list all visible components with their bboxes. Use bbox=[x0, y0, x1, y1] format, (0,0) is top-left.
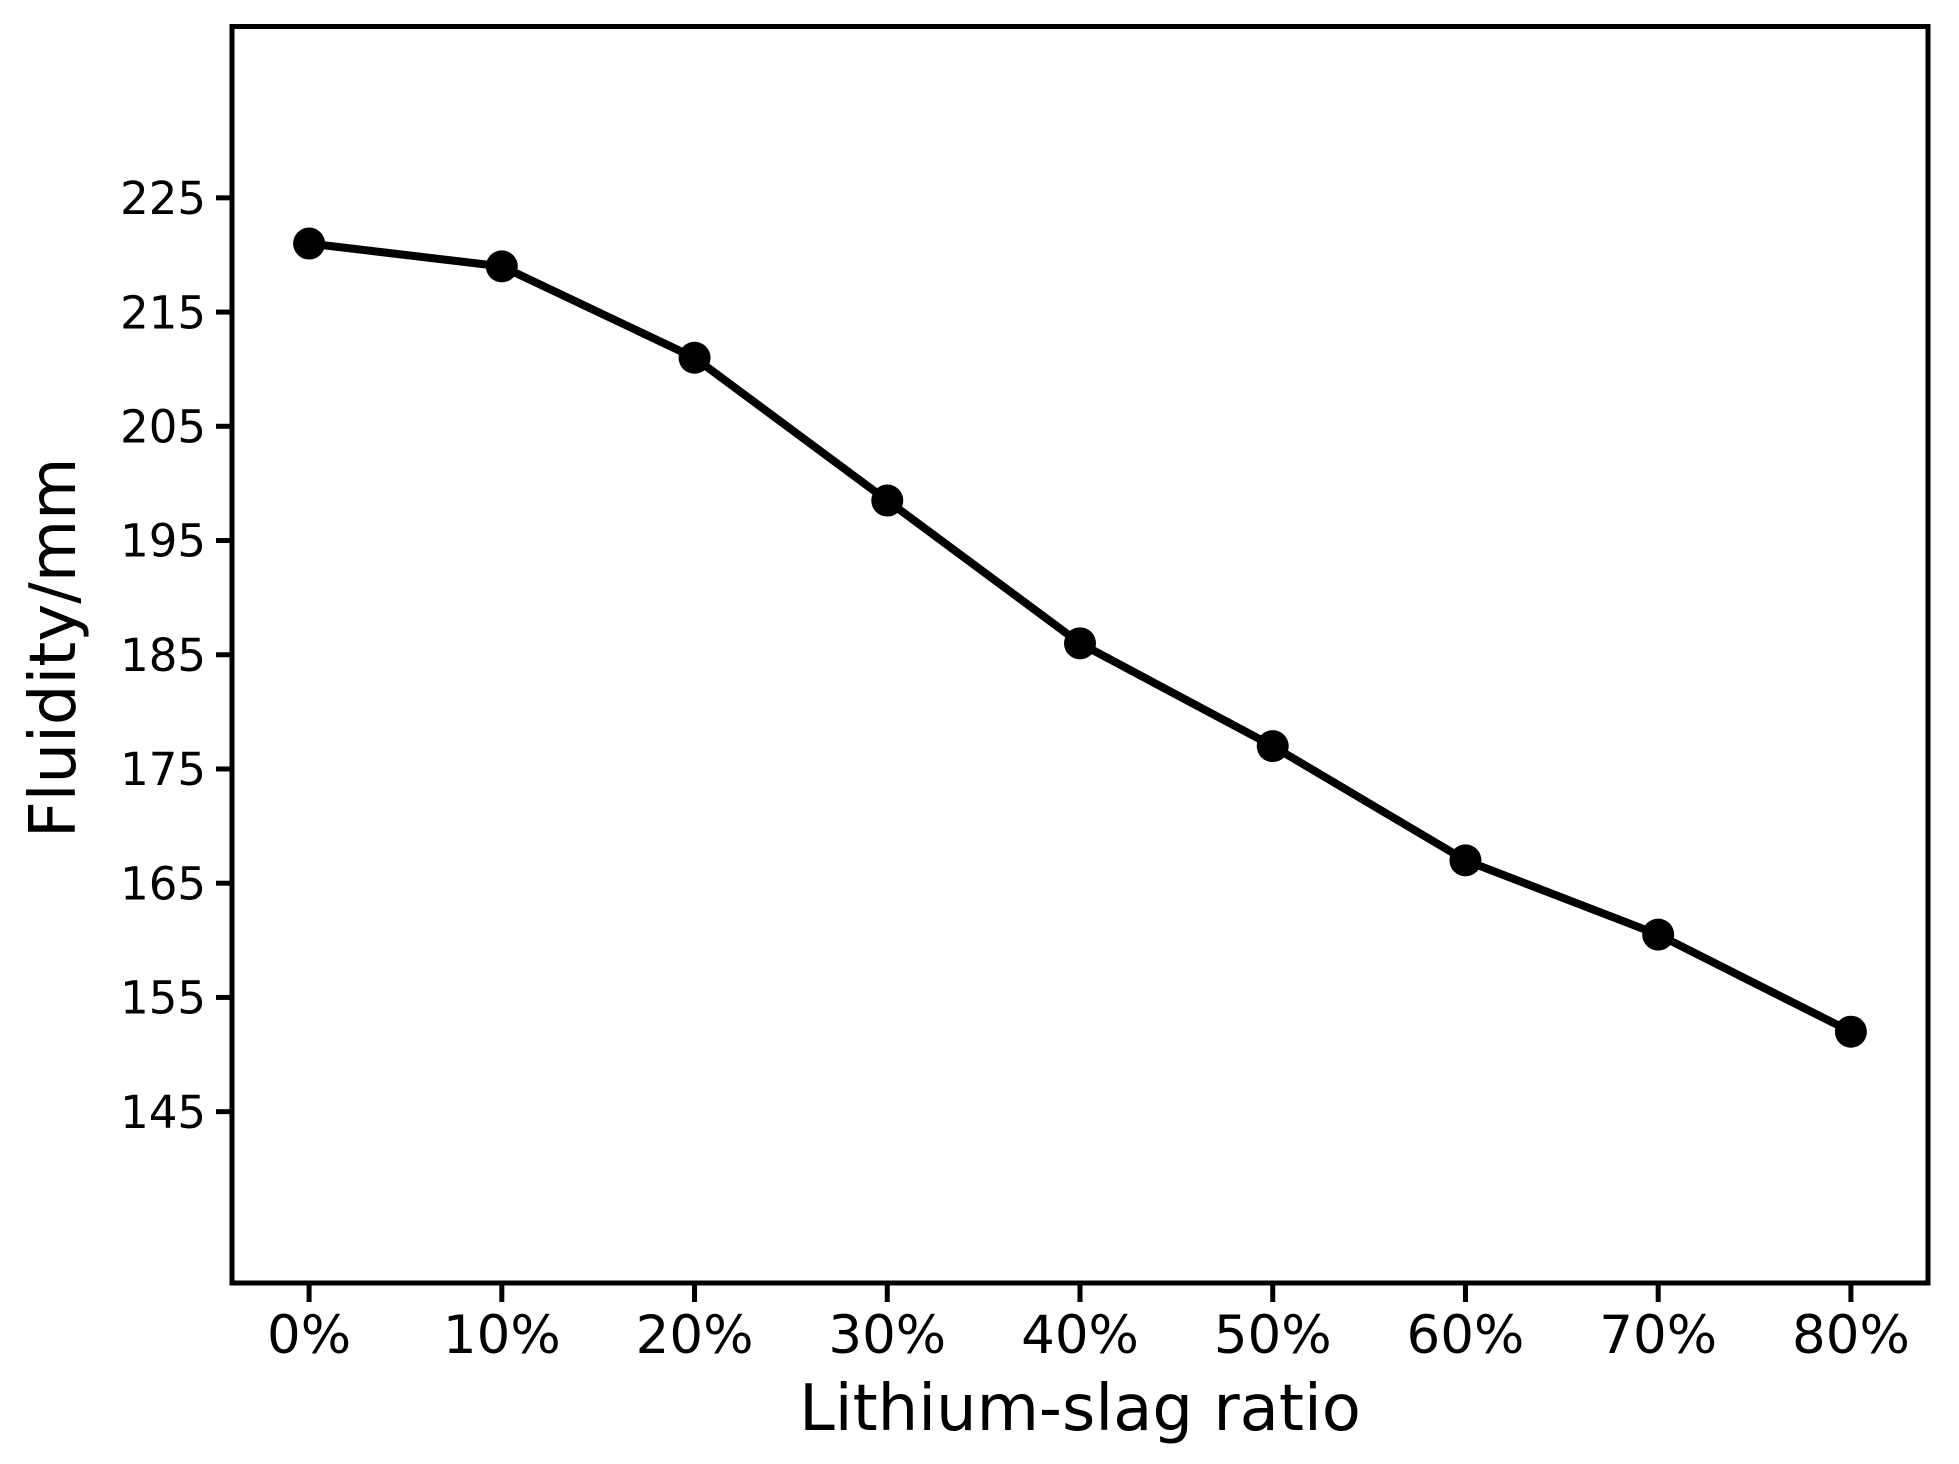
x-axis-tick-label: 0% bbox=[267, 1305, 351, 1366]
x-axis-tick-label: 80% bbox=[1792, 1305, 1910, 1366]
x-axis-tick-label: 30% bbox=[828, 1305, 946, 1366]
x-axis-tick-label: 40% bbox=[1021, 1305, 1139, 1366]
y-axis-tick-label: 165 bbox=[120, 857, 206, 910]
y-axis-tick-label: 195 bbox=[120, 515, 206, 568]
y-axis-tick-label: 215 bbox=[120, 286, 206, 339]
y-axis-tick-label: 175 bbox=[120, 743, 206, 796]
x-axis-tick-label: 70% bbox=[1599, 1305, 1717, 1366]
data-point-marker bbox=[871, 484, 904, 517]
x-axis-tick-label: 10% bbox=[443, 1305, 561, 1366]
data-point-marker bbox=[1256, 730, 1289, 763]
y-axis-tick-label: 145 bbox=[120, 1086, 206, 1139]
y-axis-tick-label: 155 bbox=[120, 972, 206, 1025]
y-axis-tick-label: 225 bbox=[120, 172, 206, 225]
data-point-marker bbox=[678, 341, 711, 374]
y-axis-tick-label: 205 bbox=[120, 400, 206, 453]
y-axis-tick-label: 185 bbox=[120, 629, 206, 682]
x-axis-tick-label: 50% bbox=[1214, 1305, 1332, 1366]
data-point-marker bbox=[1064, 627, 1096, 660]
x-axis-tick-label: 20% bbox=[636, 1305, 754, 1366]
data-point-marker bbox=[485, 250, 518, 283]
x-axis-tick-label: 60% bbox=[1407, 1305, 1525, 1366]
y-axis-label: Fluidity/mm bbox=[17, 457, 91, 838]
data-point-marker bbox=[1834, 1015, 1867, 1048]
data-point-marker bbox=[1449, 844, 1482, 877]
x-axis-label: Lithium-slag ratio bbox=[799, 1372, 1361, 1446]
data-point-marker bbox=[1642, 918, 1675, 951]
data-point-marker bbox=[293, 227, 326, 260]
